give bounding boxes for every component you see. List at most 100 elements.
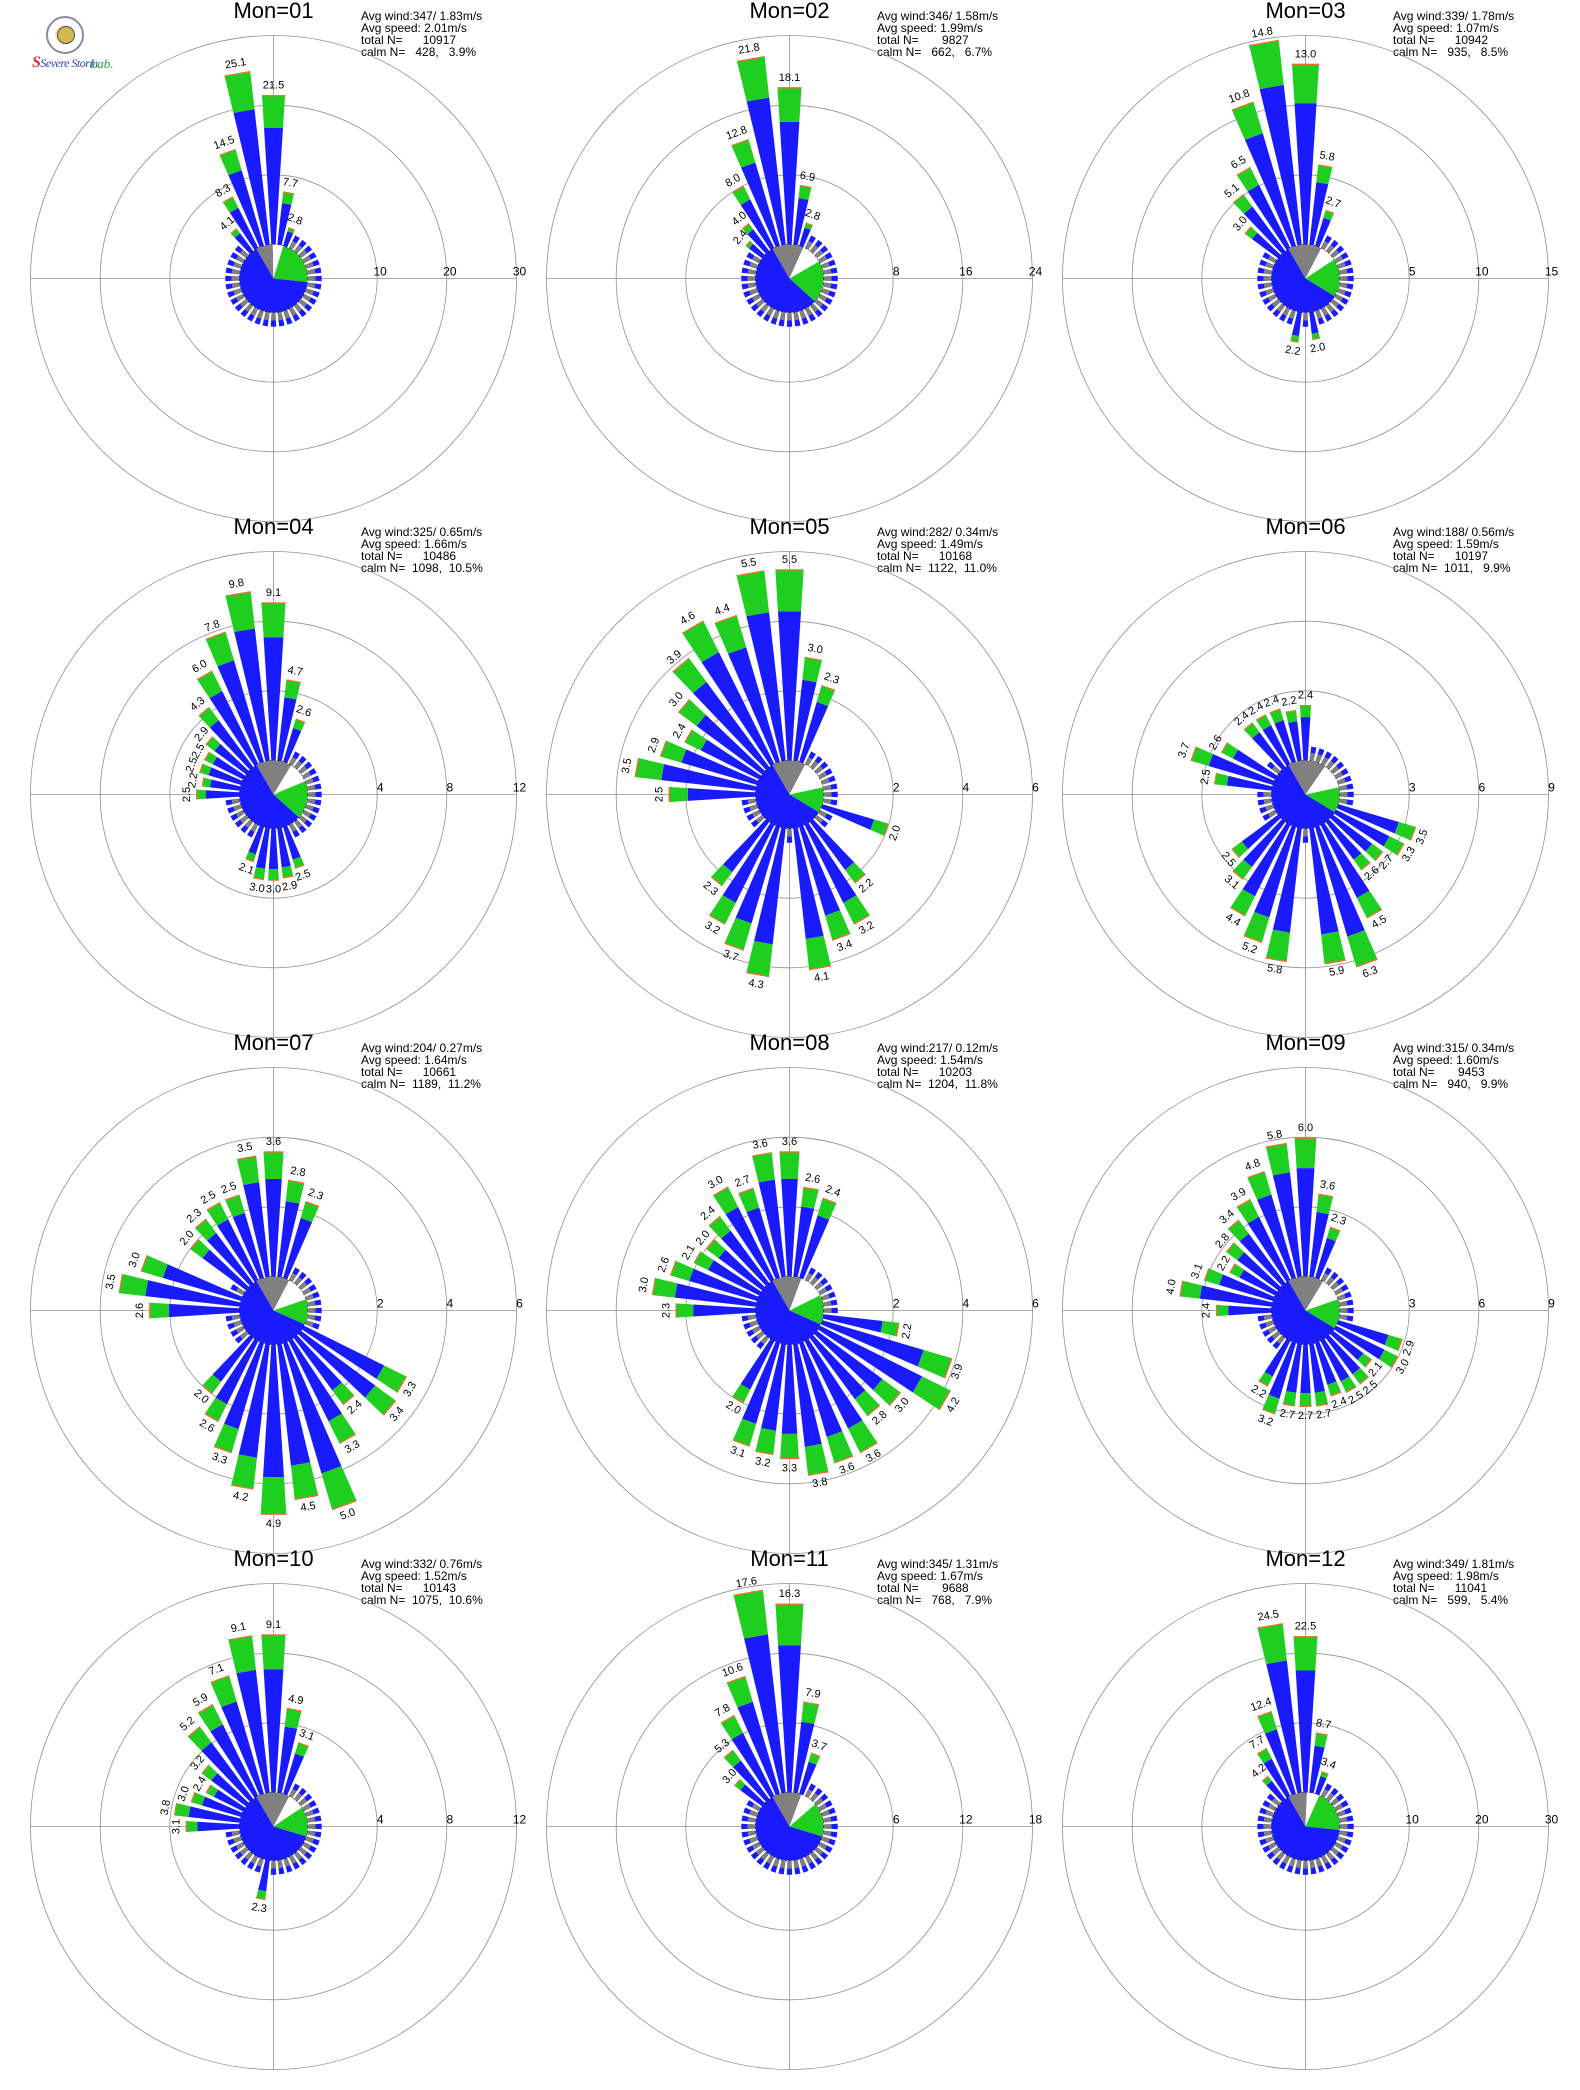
minor-wind-bar: [225, 1831, 233, 1838]
wind-bar: [1320, 822, 1383, 919]
bar-segment-blue: [692, 681, 770, 770]
bar-segment-blue: [277, 1201, 300, 1278]
calm-slice-grey: [772, 1792, 802, 1827]
ring-label: 15: [1545, 265, 1559, 279]
bar-segment-blue: [1330, 814, 1373, 852]
bar-segment-green: [1236, 166, 1259, 192]
wind-bar: [201, 1764, 249, 1807]
minor-wind-bar: [1336, 245, 1345, 254]
bar-segment-green: [253, 867, 266, 881]
base-stub: [1263, 791, 1272, 798]
wind-bar: [1309, 1343, 1329, 1407]
base-stub: [298, 298, 308, 308]
minor-wind-bar: [314, 1815, 322, 1822]
bar-segment-orange: [261, 602, 286, 604]
bar-segment-blue: [210, 779, 241, 791]
wind-bar: [659, 740, 759, 785]
bar-segment-orange: [1360, 861, 1371, 871]
bar-segment-blue: [1333, 1325, 1385, 1360]
stats-line: Avg speed: 1.98m/s: [1393, 1569, 1499, 1583]
minor-wind-bar: [1302, 836, 1309, 843]
bar-segment-blue: [1263, 1758, 1291, 1799]
bar-segment-green: [205, 631, 234, 667]
bar-segment-blue: [740, 199, 775, 251]
calm-slice-green: [789, 1804, 824, 1837]
bar-segment-blue: [817, 1325, 923, 1393]
bar-segment-blue: [202, 1249, 249, 1291]
stats-line: Avg wind:217/ 0.12m/s: [877, 1041, 999, 1055]
bar-value-label: 3.2: [754, 1455, 771, 1469]
bar-value-label: 2.5: [181, 787, 193, 802]
bar-segment-orange: [1359, 1376, 1369, 1385]
base-stub: [1330, 1281, 1340, 1291]
ring-label: 10: [1475, 265, 1489, 279]
minor-wind-bar: [756, 1857, 765, 1866]
bar-value-label: 2.5: [199, 1189, 218, 1207]
bar-segment-green: [802, 656, 823, 683]
base-stub: [298, 814, 308, 824]
bar-segment-orange: [834, 1455, 854, 1464]
bar-segment-green: [1314, 1391, 1329, 1407]
minor-wind-bar: [292, 235, 300, 244]
bar-value-label: 13.0: [1295, 48, 1316, 60]
minor-wind-bar: [741, 267, 749, 274]
bar-segment-blue: [208, 767, 243, 785]
minor-wind-bar: [1257, 1315, 1265, 1322]
wind-bar: [723, 1749, 770, 1802]
base-stub: [304, 1836, 314, 1844]
bar-segment-orange: [1233, 193, 1244, 204]
bar-segment-blue: [740, 1338, 775, 1390]
ring-label: 3: [1409, 781, 1416, 795]
bar-segment-blue: [263, 1344, 284, 1478]
bar-segment-orange: [194, 1218, 207, 1229]
ring-label: 2: [893, 781, 900, 795]
base-stub: [277, 311, 284, 321]
wind-bar: [1309, 827, 1346, 965]
bar-value-label: 3.5: [620, 757, 634, 774]
stats-line: Avg speed: 1.99m/s: [877, 21, 983, 35]
bar-segment-blue: [1315, 1341, 1337, 1385]
minor-wind-bar: [292, 751, 300, 760]
bar-value-label: 2.6: [804, 1172, 821, 1186]
minor-wind-bar: [1259, 1807, 1267, 1815]
bar-segment-orange: [261, 95, 286, 97]
base-stub: [306, 1314, 316, 1321]
minor-wind-bar: [308, 1284, 317, 1292]
base-stub: [820, 1836, 830, 1844]
bar-segment-green: [236, 1155, 260, 1186]
base-stub: [1336, 1809, 1346, 1817]
bar-segment-blue: [1309, 311, 1319, 334]
calm-slice-grey: [256, 1792, 290, 1827]
wind-bar: [799, 222, 813, 248]
bar-segment-blue: [277, 1343, 311, 1466]
minor-wind-bar: [830, 1299, 838, 1306]
bar-segment-blue: [781, 1344, 798, 1434]
minor-wind-bar: [814, 309, 823, 318]
bar-segment-blue: [747, 229, 770, 254]
base-stub: [293, 303, 303, 313]
bar-value-label: 2.3: [660, 1303, 672, 1318]
bar-segment-green: [1257, 1623, 1287, 1665]
bar-segment-blue: [809, 1335, 866, 1400]
wind-bar: [197, 1704, 259, 1799]
bar-segment-green: [712, 1186, 739, 1215]
bar-segment-green: [1316, 1193, 1334, 1215]
bar-segment-blue: [799, 227, 811, 248]
base-stub: [1338, 784, 1348, 791]
bar-segment-blue: [1251, 232, 1281, 259]
bar-segment-blue: [1296, 1168, 1315, 1277]
wind-bar: [1203, 1268, 1275, 1301]
base-stub: [1271, 1797, 1281, 1807]
wind-bar: [283, 227, 295, 248]
minor-wind-bar: [254, 1865, 262, 1873]
bar-segment-orange: [197, 1704, 214, 1714]
minor-wind-bar: [312, 1291, 320, 1299]
bar-segment-green: [1265, 929, 1290, 963]
minor-wind-bar: [741, 1823, 748, 1830]
bar-segment-orange: [682, 620, 704, 634]
base-stub: [301, 1841, 312, 1850]
minor-wind-bar: [828, 1291, 836, 1299]
bar-segment-blue: [263, 637, 284, 761]
bar-segment-blue: [1309, 827, 1339, 935]
bar-segment-blue: [1228, 1305, 1272, 1316]
